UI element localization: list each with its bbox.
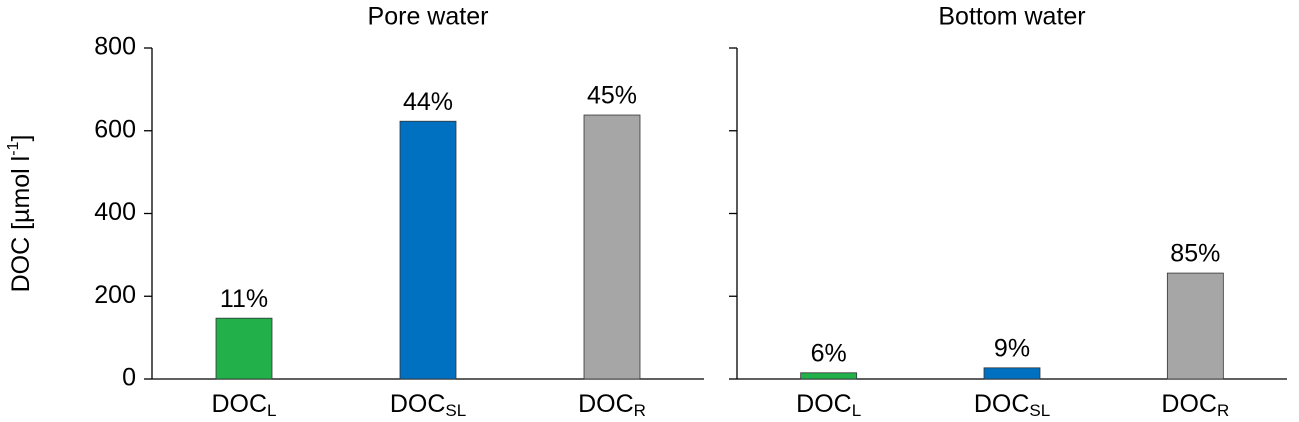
y-axis-label-text: DOC [µmol l <box>7 156 35 293</box>
chart-title: Bottom water <box>938 3 1085 31</box>
x-tick-label: DOCSL <box>974 390 1050 421</box>
y-axis-label-end: ] <box>7 135 35 142</box>
x-tick-label-sub: L <box>852 401 861 420</box>
x-tick-label-text: DOC <box>796 390 852 418</box>
bar <box>800 372 858 380</box>
chart-title: Pore water <box>368 3 489 31</box>
y-tick-label: 200 <box>94 281 136 309</box>
x-tick-label-text: DOC <box>1161 390 1217 418</box>
x-tick-label: DOCL <box>211 390 276 421</box>
x-tick-label-sub: L <box>267 401 276 420</box>
bar <box>215 317 273 380</box>
value-annotation: 11% <box>220 285 268 313</box>
bar <box>399 120 457 380</box>
value-annotation: 45% <box>587 82 637 110</box>
x-tick-label-text: DOC <box>211 390 267 418</box>
x-tick-label: DOCR <box>578 390 646 421</box>
x-tick-label: DOCSL <box>390 390 466 421</box>
x-tick-label-sub: R <box>1217 401 1229 420</box>
bar <box>583 114 641 380</box>
value-annotation: 85% <box>1170 240 1220 268</box>
y-tick-label: 400 <box>94 198 136 226</box>
x-tick-label-sub: SL <box>1029 401 1050 420</box>
y-tick-label: 600 <box>94 115 136 143</box>
bar <box>983 367 1041 380</box>
x-tick-label-text: DOC <box>974 390 1030 418</box>
y-tick-label: 800 <box>94 33 136 61</box>
bar <box>1166 272 1224 380</box>
x-tick-label: DOCL <box>796 390 861 421</box>
value-annotation: 44% <box>403 88 453 116</box>
y-tick-label: 0 <box>122 364 136 392</box>
x-tick-label: DOCR <box>1161 390 1229 421</box>
x-tick-label-sub: SL <box>445 401 466 420</box>
x-tick-label-text: DOC <box>390 390 446 418</box>
value-annotation: 9% <box>994 334 1030 362</box>
y-axis-label: DOC [µmol l-1] <box>5 135 34 293</box>
y-axis-label-sup: -1 <box>5 141 22 155</box>
x-tick-label-text: DOC <box>578 390 634 418</box>
x-tick-label-sub: R <box>634 401 646 420</box>
value-annotation: 6% <box>811 339 847 367</box>
